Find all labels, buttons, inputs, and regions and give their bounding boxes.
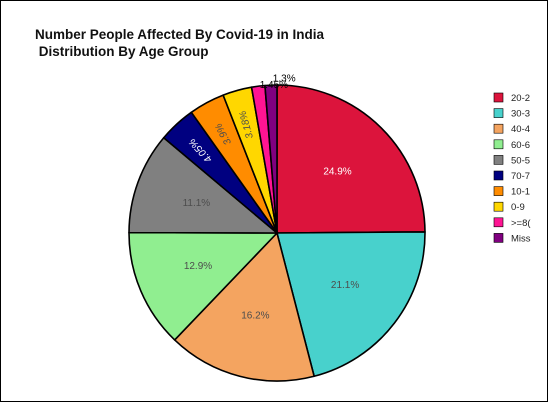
legend-swatch-4 [493, 139, 504, 150]
chart-title: Number People Affected By Covid-19 in In… [35, 27, 325, 59]
legend-swatch-9 [493, 217, 504, 228]
legend-label-3: 40-4 [511, 124, 530, 135]
slice-label-2: 21.1% [331, 280, 359, 291]
pie-slice-1 [276, 84, 426, 234]
legend-label-8: 0-9 [511, 202, 525, 213]
legend-label-5: 50-5 [511, 155, 530, 166]
legend-swatch-3 [493, 123, 504, 134]
legend-swatch-2 [493, 108, 504, 118]
pie-slice-2 [276, 231, 426, 378]
slice-label-1: 24.9% [323, 167, 351, 178]
legend-label-7: 10-1 [511, 187, 530, 198]
legend-label-1: 20-2 [511, 93, 530, 104]
slice-label-9: 1.45% [260, 80, 288, 91]
legend-swatch-5 [493, 155, 504, 165]
pie-slice-10 [264, 84, 278, 234]
legend-swatch-8 [493, 201, 504, 212]
slice-label-5: 11.1% [183, 198, 211, 209]
legend: 20-2 30-3 40-4 60-6 50-5 70-7 10-1 0-9 >=8( Miss [493, 92, 531, 244]
pie-slice-3 [173, 232, 315, 382]
slice-label-4: 12.9% [184, 261, 212, 272]
legend-label-10: Miss [511, 233, 531, 244]
legend-swatch-1 [493, 92, 504, 103]
legend-label-2: 30-3 [511, 109, 530, 120]
legend-label-6: 70-7 [511, 171, 530, 182]
legend-swatch-7 [493, 186, 504, 196]
pie-slice-4 [128, 231, 278, 341]
legend-label-9: >=8( [511, 218, 531, 229]
legend-swatch-10 [493, 233, 504, 243]
legend-swatch-6 [493, 170, 504, 181]
pie-slice-5 [128, 136, 278, 234]
legend-label-4: 60-6 [511, 140, 530, 151]
slice-label-3: 16.2% [241, 311, 269, 322]
slice-label-10: 1.3% [273, 74, 296, 85]
pie-slices [128, 84, 426, 382]
